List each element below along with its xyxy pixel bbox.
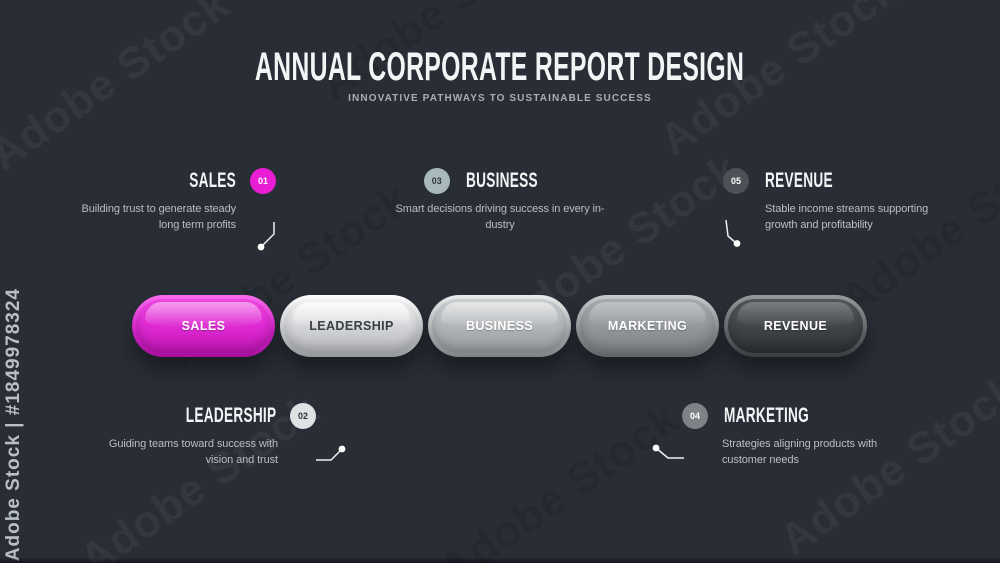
leadership-heading-row: LEADERSHIP 02 [66, 402, 316, 429]
revenue-heading-row: 05 REVENUE [723, 167, 963, 194]
leadership-connector-line [316, 445, 346, 461]
leadership-heading: LEADERSHIP [185, 403, 276, 427]
pill-sales-face: SALES [136, 299, 271, 353]
pill-business-label: BUSINESS [465, 319, 534, 333]
business-number-badge: 03 [423, 167, 450, 194]
info-block-business: 03 BUSINESS Smart decisions driving succ… [375, 167, 625, 234]
sales-description: Building trust to generate steady long t… [81, 203, 237, 231]
pill-marketing[interactable]: MARKETING [576, 295, 719, 357]
sales-number-badge: 01 [250, 167, 276, 194]
marketing-description: Strategies aligning products with custom… [722, 438, 878, 466]
bottom-vignette [0, 557, 1000, 563]
pill-revenue[interactable]: REVENUE [724, 295, 867, 357]
pill-button-row: SALES LEADERSHIP BUSINESS MARKETING REVE… [132, 295, 867, 357]
page-subtitle: INNOVATIVE PATHWAYS TO SUSTAINABLE SUCCE… [348, 93, 652, 104]
pill-sales-label: SALES [181, 319, 226, 333]
business-heading-row: 03 BUSINESS [375, 167, 625, 194]
revenue-heading: REVENUE [765, 168, 833, 192]
page-title: ANNUAL CORPORATE REPORT DESIGN [255, 45, 745, 89]
pill-business-face: BUSINESS [432, 299, 567, 353]
watermark-tile: Adobe Stock [430, 394, 689, 563]
revenue-number-badge: 05 [723, 167, 749, 194]
pill-sales[interactable]: SALES [132, 295, 275, 357]
watermark-tile: Adobe Stock [0, 0, 239, 180]
marketing-heading: MARKETING [724, 403, 809, 427]
business-heading: BUSINESS [465, 168, 538, 192]
watermark-vertical-label: Adobe Stock | #1849978324 [3, 287, 24, 561]
sales-heading-row: SALES 01 [46, 167, 276, 194]
pill-business[interactable]: BUSINESS [428, 295, 571, 357]
sales-heading: SALES [189, 168, 236, 192]
business-description: Smart decisions driving success in every… [395, 203, 605, 231]
pill-revenue-label: REVENUE [763, 319, 828, 333]
pill-marketing-face: MARKETING [580, 299, 715, 353]
marketing-heading-row: 04 MARKETING [682, 402, 922, 429]
info-block-sales: SALES 01 Building trust to generate stea… [46, 167, 276, 234]
pill-leadership[interactable]: LEADERSHIP [280, 295, 423, 357]
pill-marketing-label: MARKETING [607, 319, 688, 333]
revenue-description: Stable income streams supporting growth … [765, 203, 929, 231]
leadership-description: Guiding teams toward success with vision… [108, 438, 278, 466]
pill-revenue-face: REVENUE [728, 299, 863, 353]
marketing-number-badge: 04 [682, 402, 708, 429]
info-block-revenue: 05 REVENUE Stable income streams support… [723, 167, 963, 234]
info-block-marketing: 04 MARKETING Strategies aligning product… [682, 402, 922, 469]
pill-leadership-label: LEADERSHIP [309, 319, 394, 333]
info-block-leadership: LEADERSHIP 02 Guiding teams toward succe… [66, 402, 316, 469]
pill-leadership-face: LEADERSHIP [284, 299, 419, 353]
leadership-number-badge: 02 [290, 402, 316, 429]
header: ANNUAL CORPORATE REPORT DESIGN [0, 47, 1000, 87]
